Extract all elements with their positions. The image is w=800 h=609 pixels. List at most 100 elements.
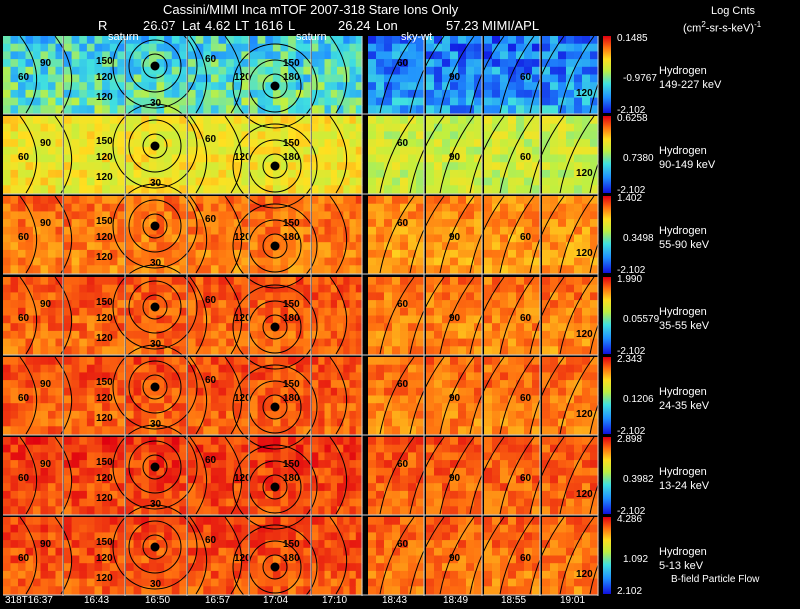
heatmap-cell (272, 277, 282, 286)
heatmap-cell (156, 315, 165, 324)
heatmap-cell (233, 51, 242, 60)
heatmap-cell (532, 467, 541, 477)
heatmap-cell (126, 346, 135, 355)
heatmap-cell (474, 105, 483, 114)
heatmap-cell (400, 483, 409, 492)
heatmap-cell (349, 89, 357, 99)
heatmap-cell (265, 89, 274, 99)
heatmap-cell (18, 410, 27, 420)
heatmap-cell (48, 51, 57, 60)
heatmap-cell (40, 89, 49, 99)
heatmap-cell (484, 426, 493, 435)
heatmap-cell (324, 372, 332, 381)
heatmap-cell (25, 330, 34, 340)
heatmap-cell (126, 292, 135, 301)
heatmap-cell (408, 307, 417, 317)
heatmap-cell (434, 131, 443, 140)
heatmap-cell (272, 570, 282, 580)
heatmap-cell (148, 498, 158, 507)
heatmap-cell (210, 89, 220, 99)
heatmap-cell (79, 185, 88, 194)
heatmap-cell (179, 196, 188, 205)
heatmap-cell (337, 116, 344, 125)
heatmap-cell (141, 403, 150, 412)
heatmap-cell (25, 452, 34, 461)
heatmap-cell (210, 146, 220, 156)
heatmap-cell (250, 89, 259, 99)
heatmap-cell (408, 219, 417, 228)
heatmap-cell (33, 139, 42, 148)
heatmap-cell (148, 226, 158, 236)
heatmap-cell (280, 123, 289, 132)
heatmap-cell (109, 403, 118, 412)
heatmap-cell (71, 426, 80, 435)
heatmap-cell (574, 36, 583, 45)
heatmap-cell (203, 226, 212, 236)
heatmap-cell (272, 169, 282, 179)
heatmap-cell (164, 506, 173, 515)
heatmap-cell (94, 146, 103, 156)
heatmap-cell (416, 307, 425, 317)
heatmap-cell (241, 444, 250, 453)
heatmap-cell (330, 300, 338, 309)
heatmap-cell (376, 403, 385, 412)
heatmap-cell (64, 300, 73, 309)
heatmap-cell (303, 346, 312, 355)
heatmap-cell (64, 452, 73, 461)
heatmap-cell (3, 563, 12, 572)
heatmap-cell (492, 169, 501, 179)
heatmap-cell (71, 452, 80, 461)
heatmap-cell (117, 540, 126, 549)
heatmap-cell (303, 506, 312, 515)
heatmap-cell (484, 498, 493, 507)
heatmap-cell (48, 105, 57, 114)
heatmap-cell (312, 563, 319, 572)
heatmap-cell (203, 490, 212, 500)
heatmap-cell (210, 131, 220, 140)
heatmap-cell (434, 410, 443, 420)
heatmap-cell (466, 307, 475, 317)
heatmap-cell (349, 123, 357, 132)
heatmap-cell (566, 146, 575, 156)
heatmap-cell (303, 452, 312, 461)
heatmap-cell (164, 498, 173, 507)
heatmap-cell (133, 437, 142, 446)
heatmap-cell (102, 586, 111, 595)
heatmap-cell (582, 162, 591, 171)
heatmap-cell (71, 532, 80, 541)
heatmap-cell (55, 483, 64, 492)
heatmap-cell (590, 43, 599, 52)
heatmap-cell (133, 357, 142, 366)
heatmap-cell (71, 123, 80, 132)
heatmap-cell (250, 524, 259, 533)
heatmap-cell (280, 146, 289, 156)
heatmap-cell (179, 249, 188, 259)
heatmap-cell (265, 105, 274, 114)
heatmap-cell (265, 517, 274, 526)
heatmap-cell (330, 475, 338, 484)
heatmap-cell (86, 490, 96, 500)
heatmap-cell (233, 498, 242, 507)
heatmap-cell (156, 139, 165, 148)
heatmap-cell (71, 185, 80, 194)
heatmap-cell (376, 490, 385, 500)
heatmap-cell (210, 498, 220, 507)
heatmap-cell (188, 475, 197, 484)
heatmap-cell (524, 226, 533, 236)
heatmap-cell (312, 82, 319, 91)
heatmap-cell (484, 300, 493, 309)
heatmap-cell (558, 169, 567, 179)
heatmap-cell (337, 219, 344, 228)
heatmap-cell (171, 437, 180, 446)
heatmap-cell (324, 162, 332, 171)
heatmap-cell (303, 226, 312, 236)
heatmap-cell (392, 196, 401, 205)
heatmap-cell (141, 196, 150, 205)
heatmap-cell (109, 380, 118, 389)
heatmap-cell (542, 284, 551, 293)
heatmap-cell (280, 547, 289, 557)
heatmap-cell (330, 380, 338, 389)
heatmap-cell (48, 532, 57, 541)
heatmap-cell (195, 284, 204, 293)
heatmap-cell (343, 426, 351, 435)
